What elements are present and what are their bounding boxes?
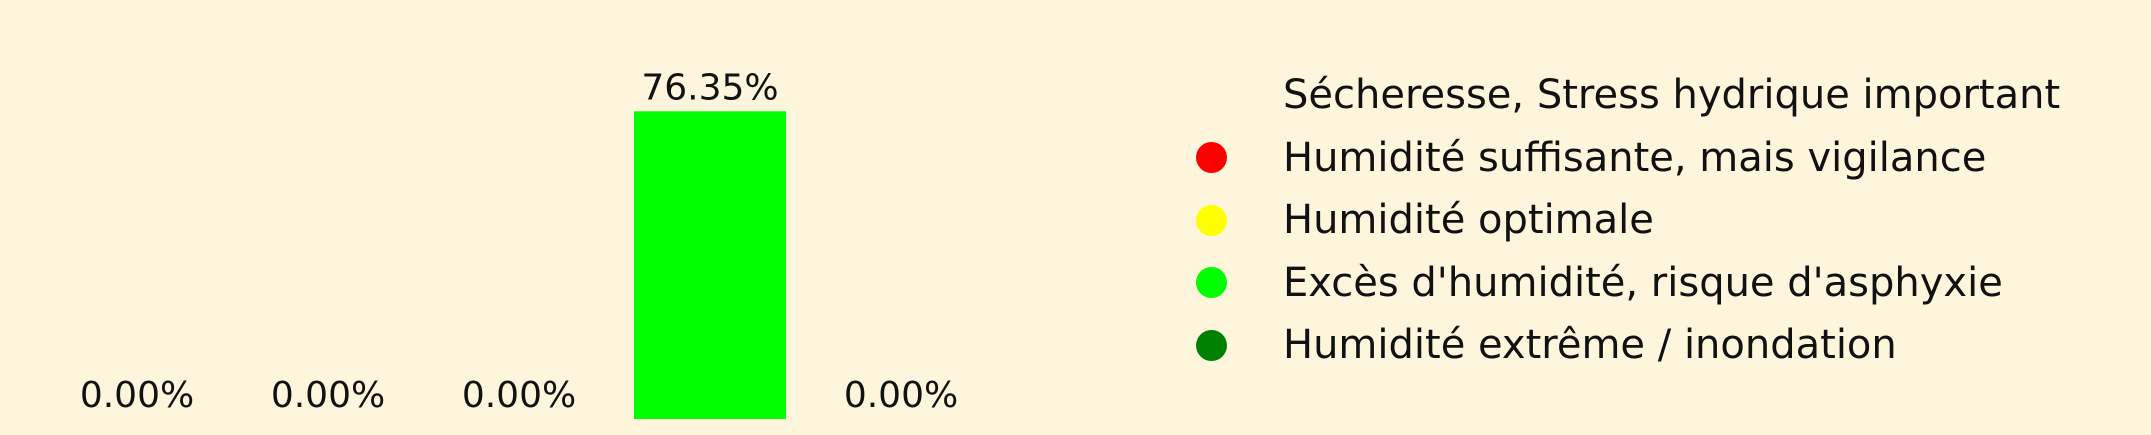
bar-value-label: 0.00% bbox=[80, 375, 194, 416]
legend-marker-icon bbox=[1196, 329, 1227, 361]
bar-4 bbox=[634, 111, 786, 419]
legend-marker-icon bbox=[1196, 267, 1227, 299]
legend-item-humidite-extreme: Humidité extrême / inondation bbox=[1185, 314, 2115, 377]
legend-marker-icon bbox=[1196, 204, 1227, 236]
legend-item-humidite-optimale: Humidité optimale bbox=[1185, 189, 2115, 252]
legend-label: Sécheresse, Stress hydrique important bbox=[1283, 72, 2061, 119]
legend-marker-icon bbox=[1196, 142, 1227, 174]
chart-legend: Sécheresse, Stress hydrique important Hu… bbox=[1185, 64, 2115, 377]
legend-item-humidite-suffisante: Humidité suffisante, mais vigilance bbox=[1185, 127, 2115, 190]
legend-item-exces-humidite: Excès d'humidité, risque d'asphyxie bbox=[1185, 252, 2115, 315]
legend-item-secheresse: Sécheresse, Stress hydrique important bbox=[1185, 64, 2115, 127]
legend-label: Humidité suffisante, mais vigilance bbox=[1283, 134, 1987, 181]
bar-value-label: 76.35% bbox=[641, 67, 778, 108]
legend-marker-icon bbox=[1196, 79, 1227, 111]
bar-value-label: 0.00% bbox=[462, 375, 576, 416]
legend-label: Humidité extrême / inondation bbox=[1283, 322, 1897, 369]
bar-value-label: 0.00% bbox=[271, 375, 385, 416]
legend-label: Excès d'humidité, risque d'asphyxie bbox=[1283, 259, 2003, 306]
legend-label: Humidité optimale bbox=[1283, 197, 1654, 244]
bar-value-label: 0.00% bbox=[844, 375, 958, 416]
